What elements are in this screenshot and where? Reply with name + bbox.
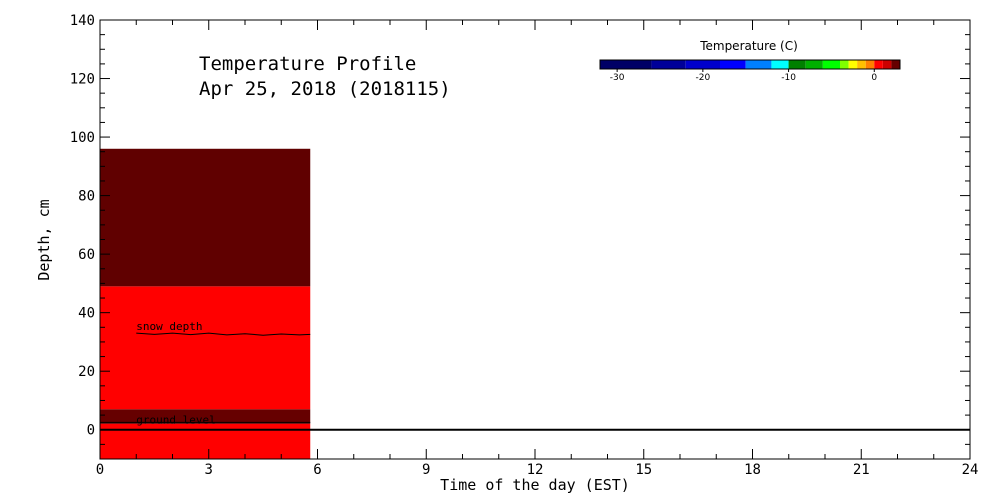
y-tick-label: 80 (78, 189, 95, 205)
y-tick-label: 40 (78, 306, 95, 322)
snow-depth-label: snow depth (136, 320, 202, 333)
colorbar-segment-8 (822, 60, 840, 69)
colorbar-segment-15 (891, 60, 900, 69)
x-tick-label: 0 (96, 462, 104, 478)
colorbar-segment-0 (600, 60, 652, 69)
colorbar-title: Temperature (C) (699, 39, 798, 53)
colorbar-segment-2 (685, 60, 720, 69)
y-tick-label: 20 (78, 364, 95, 380)
colorbar-segments (599, 59, 901, 70)
x-tick-label: 15 (635, 462, 652, 478)
x-axis-label: Time of the day (EST) (440, 476, 630, 494)
colorbar-segment-6 (788, 60, 806, 69)
colorbar-segment-3 (720, 60, 746, 69)
temperature-band-2 (100, 286, 311, 410)
x-tick-label: 6 (313, 462, 321, 478)
axis-ticks (99, 19, 971, 460)
colorbar-segment-12 (865, 60, 875, 69)
colorbar: Temperature (C) -30 -20 -10 0 (599, 39, 901, 83)
colorbar-tick-label: -10 (781, 73, 796, 83)
x-tick-label: 18 (744, 462, 761, 478)
colorbar-tick-label: -20 (696, 73, 711, 83)
colorbar-border (599, 59, 901, 70)
x-tick-label: 24 (962, 462, 979, 478)
y-tick-label: 60 (78, 247, 95, 263)
x-tick-label: 21 (853, 462, 870, 478)
colorbar-tick-label: 0 (871, 73, 877, 83)
y-axis-label: Depth, cm (35, 199, 53, 280)
colorbar-tick-label: -30 (610, 73, 625, 83)
colorbar-segment-9 (840, 60, 849, 69)
colorbar-segment-14 (882, 60, 892, 69)
colorbar-segment-5 (771, 60, 789, 69)
ground-level-label: ground level (136, 413, 215, 426)
colorbar-segment-10 (848, 60, 858, 69)
snow-depth-line (136, 332, 311, 336)
colorbar-segment-13 (874, 60, 883, 69)
y-tick-label: 100 (70, 130, 95, 146)
colorbar-ticks: -30 -20 -10 0 (610, 69, 877, 83)
temperature-bands (100, 148, 311, 459)
colorbar-segment-4 (745, 60, 772, 69)
colorbar-segment-11 (857, 60, 866, 69)
y-tick-label: 0 (87, 423, 95, 439)
temperature-band-3 (100, 148, 311, 287)
colorbar-segment-1 (651, 60, 686, 69)
profile-lines: snow depth ground level (100, 320, 970, 431)
y-tick-label: 120 (70, 72, 95, 88)
x-tick-label: 9 (422, 462, 430, 478)
chart-subtitle: Apr 25, 2018 (2018115) (199, 78, 451, 100)
colorbar-segment-7 (805, 60, 823, 69)
x-tick-label: 12 (527, 462, 544, 478)
temperature-band-1 (100, 409, 311, 424)
x-tick-label: 3 (205, 462, 213, 478)
y-tick-label: 140 (70, 13, 95, 29)
chart-title: Temperature Profile (199, 53, 416, 75)
axis-tick-labels: 0 3 6 9 12 15 18 21 24 0 20 40 60 80 100 120 140 (70, 13, 979, 478)
